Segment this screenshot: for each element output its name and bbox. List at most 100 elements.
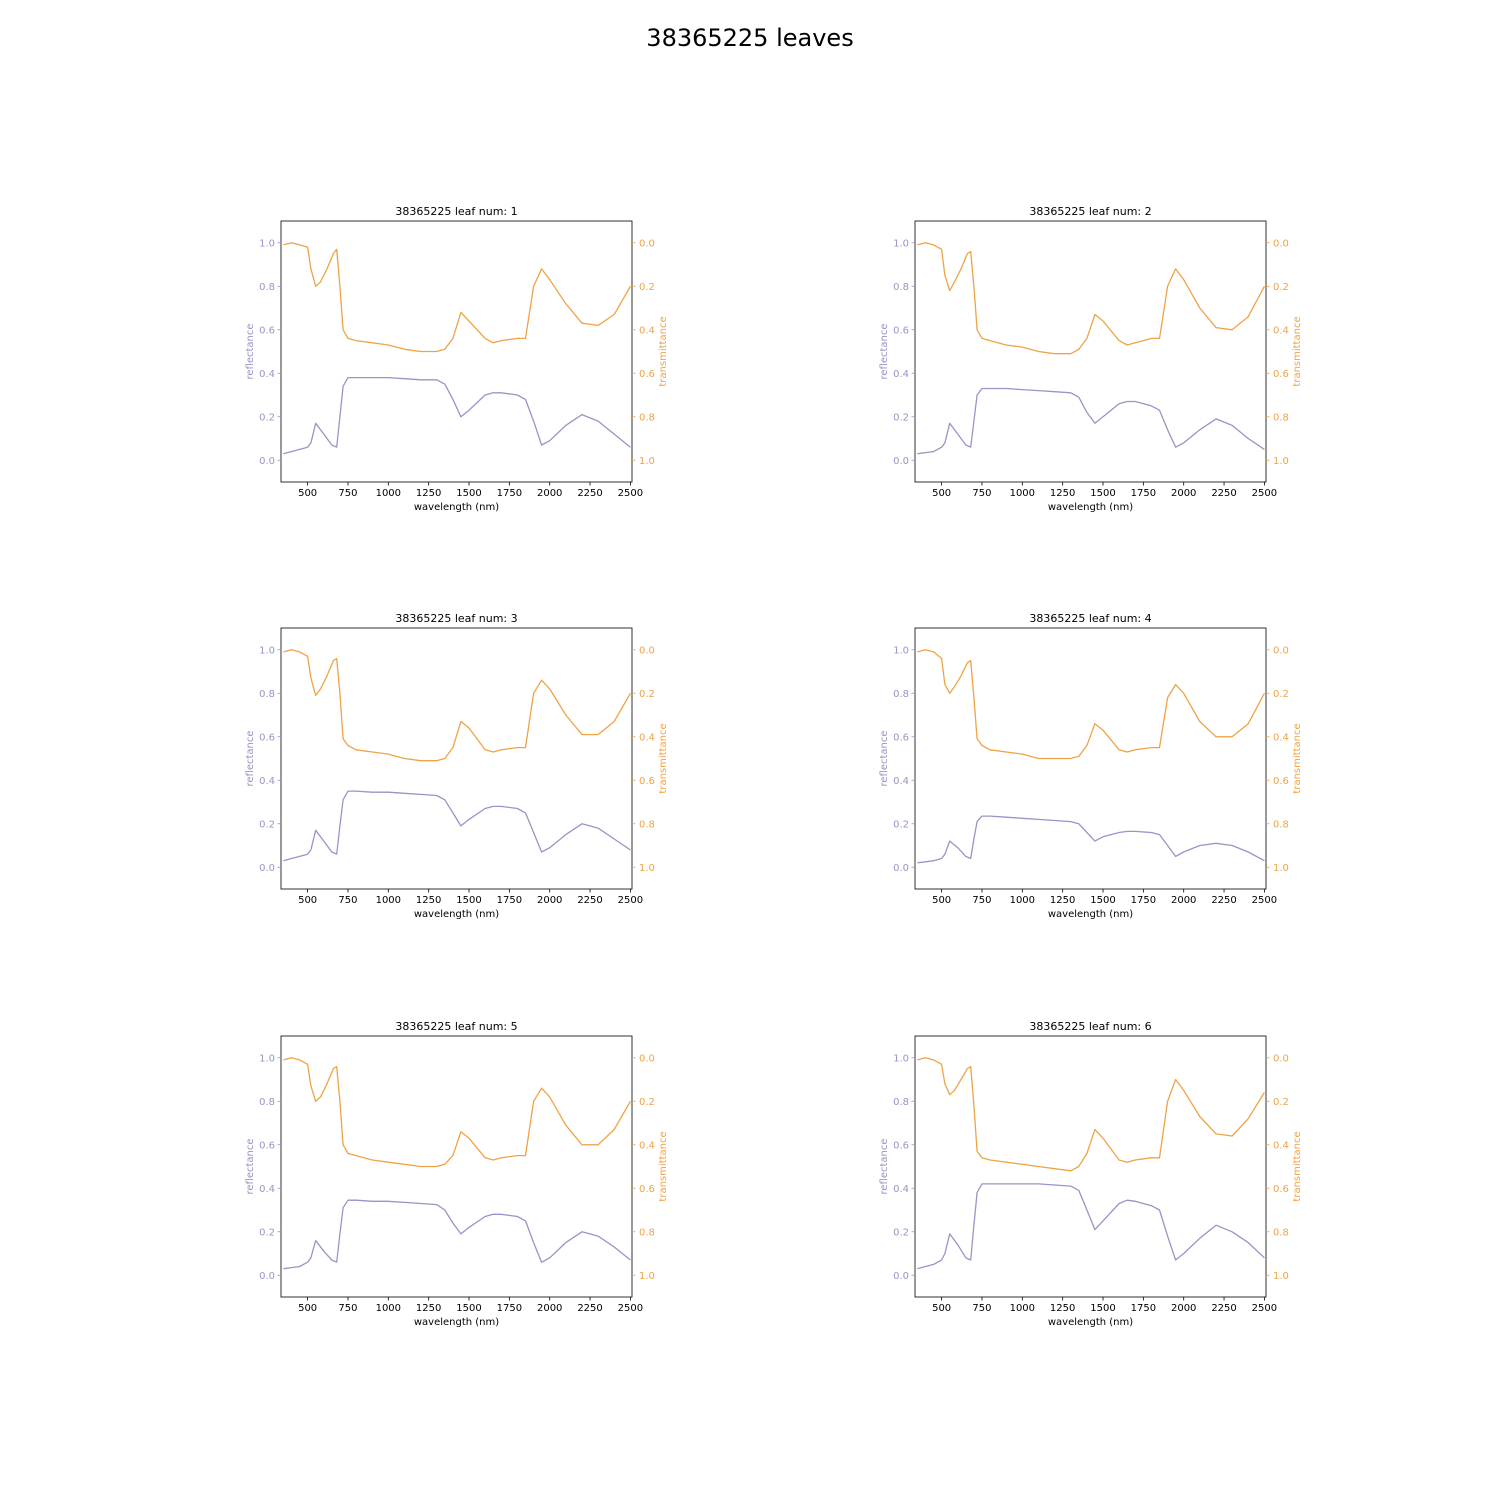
y-tick-label: 0.8 xyxy=(893,689,909,700)
y2-tick-label: 0.6 xyxy=(1273,1184,1289,1195)
x-tick-label: 1250 xyxy=(416,1303,441,1314)
x-tick-label: 500 xyxy=(932,488,951,499)
x-tick-label: 2000 xyxy=(537,1303,562,1314)
x-tick-label: 500 xyxy=(932,1303,951,1314)
axes-frame xyxy=(280,627,633,890)
y-tick-label: 0.2 xyxy=(259,1227,275,1238)
y-axis-label: reflectance xyxy=(879,1138,890,1194)
subplot-title: 38365225 leaf num: 3 xyxy=(395,612,517,625)
x-tick-label: 2500 xyxy=(1252,1303,1277,1314)
x-tick-label: 1000 xyxy=(376,895,401,906)
y-tick-label: 0.8 xyxy=(259,689,275,700)
y-tick-label: 0.4 xyxy=(259,369,275,380)
y2-tick-label: 1.0 xyxy=(639,456,655,467)
y-tick-label: 0.0 xyxy=(259,1271,275,1282)
x-tick-label: 2500 xyxy=(618,1303,643,1314)
y2-tick-label: 0.6 xyxy=(639,776,655,787)
subplot-6: 38365225 leaf num: 6 500 750 1000 1250 1500 17… xyxy=(879,1020,1303,1328)
x-tick-label: 750 xyxy=(338,1303,357,1314)
y2-axis-label: transmittance xyxy=(1292,316,1303,386)
y-tick-label: 1.0 xyxy=(259,238,275,249)
y2-tick-label: 0.2 xyxy=(1273,1097,1289,1108)
x-tick-label: 2000 xyxy=(1171,895,1196,906)
subplot-title: 38365225 leaf num: 5 xyxy=(395,1020,517,1033)
x-tick-label: 1750 xyxy=(497,488,522,499)
y2-tick-label: 0.2 xyxy=(639,689,655,700)
y2-tick-label: 0.0 xyxy=(1273,1053,1289,1064)
x-tick-label: 1750 xyxy=(1131,1303,1156,1314)
x-tick-label: 750 xyxy=(972,488,991,499)
y-tick-label: 1.0 xyxy=(893,645,909,656)
y-tick-label: 0.4 xyxy=(893,776,909,787)
reflectance-line xyxy=(283,790,631,862)
x-tick-label: 2500 xyxy=(618,895,643,906)
y-tick-label: 0.8 xyxy=(893,1097,909,1108)
x-tick-label: 1500 xyxy=(1090,1303,1115,1314)
x-tick-label: 2250 xyxy=(577,1303,602,1314)
y-tick-label: 0.2 xyxy=(893,1227,909,1238)
y-tick-label: 0.0 xyxy=(259,863,275,874)
x-tick-label: 1250 xyxy=(416,895,441,906)
y-tick-label: 0.8 xyxy=(259,282,275,293)
y2-axis-label: transmittance xyxy=(1292,1131,1303,1201)
x-tick-label: 1750 xyxy=(1131,488,1156,499)
y2-tick-label: 0.4 xyxy=(639,732,655,743)
transmittance-line xyxy=(283,649,631,762)
y2-tick-label: 0.0 xyxy=(1273,238,1289,249)
x-tick-label: 1000 xyxy=(1010,488,1035,499)
y2-tick-label: 0.2 xyxy=(639,1097,655,1108)
y2-axis-label: transmittance xyxy=(658,1131,669,1201)
x-tick-label: 2000 xyxy=(537,895,562,906)
y2-tick-label: 1.0 xyxy=(1273,1271,1289,1282)
x-tick-label: 1250 xyxy=(1050,1303,1075,1314)
transmittance-line xyxy=(283,242,631,353)
y-tick-label: 1.0 xyxy=(259,645,275,656)
x-tick-label: 2500 xyxy=(618,488,643,499)
y2-tick-label: 0.2 xyxy=(639,282,655,293)
reflectance-line xyxy=(917,815,1265,864)
y-axis-label: reflectance xyxy=(245,730,256,786)
y2-tick-label: 0.6 xyxy=(1273,369,1289,380)
x-tick-label: 1250 xyxy=(1050,895,1075,906)
axes-frame xyxy=(914,220,1267,483)
y2-tick-label: 1.0 xyxy=(639,1271,655,1282)
y-axis-label: reflectance xyxy=(245,323,256,379)
y2-tick-label: 0.6 xyxy=(639,369,655,380)
subplot-4: 38365225 leaf num: 4 500 750 1000 1250 1500 17… xyxy=(879,612,1303,920)
y-tick-label: 1.0 xyxy=(259,1053,275,1064)
x-axis-label: wavelength (nm) xyxy=(414,1317,499,1328)
y2-tick-label: 0.8 xyxy=(1273,1227,1289,1238)
subplot-title: 38365225 leaf num: 2 xyxy=(1029,205,1151,218)
reflectance-line xyxy=(917,387,1265,455)
y2-tick-label: 0.0 xyxy=(639,1053,655,1064)
y2-tick-label: 0.2 xyxy=(1273,282,1289,293)
y2-tick-label: 0.4 xyxy=(639,325,655,336)
y2-tick-label: 1.0 xyxy=(1273,456,1289,467)
y-tick-label: 0.2 xyxy=(893,412,909,423)
y-axis-label: reflectance xyxy=(245,1138,256,1194)
x-tick-label: 2250 xyxy=(577,895,602,906)
y-tick-label: 0.4 xyxy=(893,369,909,380)
y-tick-label: 1.0 xyxy=(893,1053,909,1064)
y2-tick-label: 0.8 xyxy=(1273,819,1289,830)
subplot-title: 38365225 leaf num: 4 xyxy=(1029,612,1151,625)
subplot-1: 38365225 leaf num: 1 500 750 1000 1250 1500 17… xyxy=(245,205,669,513)
y2-tick-label: 0.6 xyxy=(639,1184,655,1195)
y2-axis-label: transmittance xyxy=(1292,723,1303,793)
axes-frame xyxy=(280,1035,633,1298)
x-tick-label: 750 xyxy=(338,488,357,499)
x-axis-label: wavelength (nm) xyxy=(1048,909,1133,920)
x-tick-label: 2500 xyxy=(1252,488,1277,499)
y2-tick-label: 0.8 xyxy=(1273,412,1289,423)
y2-tick-label: 1.0 xyxy=(1273,863,1289,874)
x-tick-label: 2250 xyxy=(1211,488,1236,499)
y-tick-label: 0.8 xyxy=(893,282,909,293)
x-axis-label: wavelength (nm) xyxy=(1048,1317,1133,1328)
transmittance-line xyxy=(917,1057,1265,1172)
axes-frame xyxy=(280,220,633,483)
subplot-5: 38365225 leaf num: 5 500 750 1000 1250 1500 17… xyxy=(245,1020,669,1328)
y2-tick-label: 0.8 xyxy=(639,819,655,830)
y-tick-label: 0.6 xyxy=(893,1140,909,1151)
y2-axis-label: transmittance xyxy=(658,316,669,386)
reflectance-line xyxy=(917,1183,1265,1270)
